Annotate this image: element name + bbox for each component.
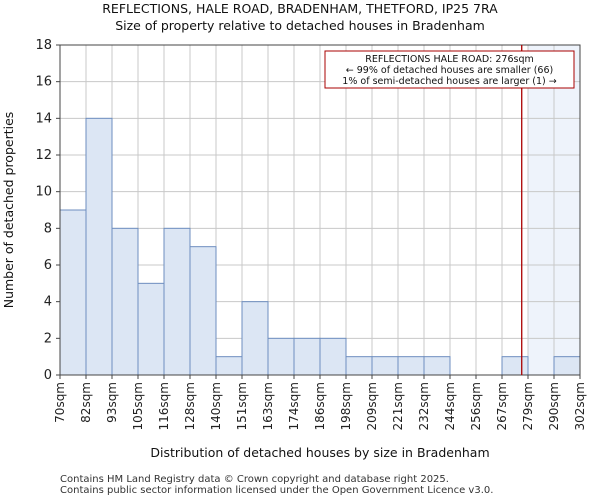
bar bbox=[371, 356, 399, 376]
bar bbox=[267, 337, 295, 376]
annotation-line: 1% of semi-detached houses are larger (1… bbox=[342, 76, 556, 87]
y-tick-label: 4 bbox=[44, 295, 52, 310]
bar bbox=[241, 301, 269, 376]
x-tick-label: 163sqm bbox=[261, 382, 275, 430]
bar bbox=[345, 356, 373, 376]
x-tick-label: 82sqm bbox=[79, 382, 93, 423]
bar bbox=[59, 209, 87, 376]
annotation-box bbox=[324, 50, 575, 89]
x-tick-label: 174sqm bbox=[287, 382, 301, 430]
bar bbox=[111, 227, 139, 376]
annotation-line: REFLECTIONS HALE ROAD: 276sqm bbox=[365, 54, 534, 65]
bar bbox=[215, 356, 243, 376]
chart-title-line1: REFLECTIONS, HALE ROAD, BRADENHAM, THETF… bbox=[102, 1, 498, 16]
bar bbox=[137, 282, 165, 376]
bar bbox=[423, 356, 451, 376]
y-tick-label: 2 bbox=[44, 331, 52, 346]
x-tick-label: 302sqm bbox=[573, 382, 587, 430]
x-tick-label: 256sqm bbox=[469, 382, 483, 430]
y-tick-label: 16 bbox=[35, 75, 52, 90]
bar bbox=[163, 227, 191, 376]
x-tick-label: 244sqm bbox=[443, 382, 457, 430]
footer-licence: Contains public sector information licen… bbox=[60, 485, 494, 496]
x-tick-label: 279sqm bbox=[521, 382, 535, 430]
x-tick-label: 70sqm bbox=[53, 382, 67, 423]
x-tick-label: 140sqm bbox=[209, 382, 223, 430]
x-tick-label: 105sqm bbox=[131, 382, 145, 430]
x-tick-label: 267sqm bbox=[495, 382, 509, 430]
y-tick-label: 10 bbox=[35, 185, 52, 200]
y-tick-label: 12 bbox=[35, 148, 52, 163]
y-axis-title: Number of detached properties bbox=[1, 112, 16, 309]
bar bbox=[397, 356, 425, 376]
bar bbox=[293, 337, 321, 376]
x-tick-label: 290sqm bbox=[547, 382, 561, 430]
bar bbox=[189, 246, 217, 376]
footer-copyright: Contains HM Land Registry data © Crown c… bbox=[60, 474, 449, 485]
x-tick-label: 186sqm bbox=[313, 382, 327, 430]
x-tick-label: 198sqm bbox=[339, 382, 353, 430]
x-tick-label: 116sqm bbox=[157, 382, 171, 430]
y-tick-label: 14 bbox=[35, 111, 52, 126]
y-tick-label: 6 bbox=[44, 258, 52, 273]
x-tick-label: 128sqm bbox=[183, 382, 197, 430]
annotation-line: ← 99% of detached houses are smaller (66… bbox=[346, 65, 553, 76]
x-tick-label: 93sqm bbox=[105, 382, 119, 423]
x-tick-label: 151sqm bbox=[235, 382, 249, 430]
x-tick-label: 209sqm bbox=[365, 382, 379, 430]
y-tick-label: 0 bbox=[44, 368, 52, 383]
x-tick-label: 221sqm bbox=[391, 382, 405, 430]
x-tick-label: 232sqm bbox=[417, 382, 431, 430]
bar bbox=[553, 356, 581, 376]
bar bbox=[85, 117, 113, 376]
chart-title-line2: Size of property relative to detached ho… bbox=[115, 18, 485, 33]
bar bbox=[319, 337, 347, 376]
bar bbox=[501, 356, 529, 376]
y-tick-label: 8 bbox=[44, 221, 52, 236]
y-tick-label: 18 bbox=[35, 38, 52, 53]
x-axis-title: Distribution of detached houses by size … bbox=[150, 445, 489, 460]
